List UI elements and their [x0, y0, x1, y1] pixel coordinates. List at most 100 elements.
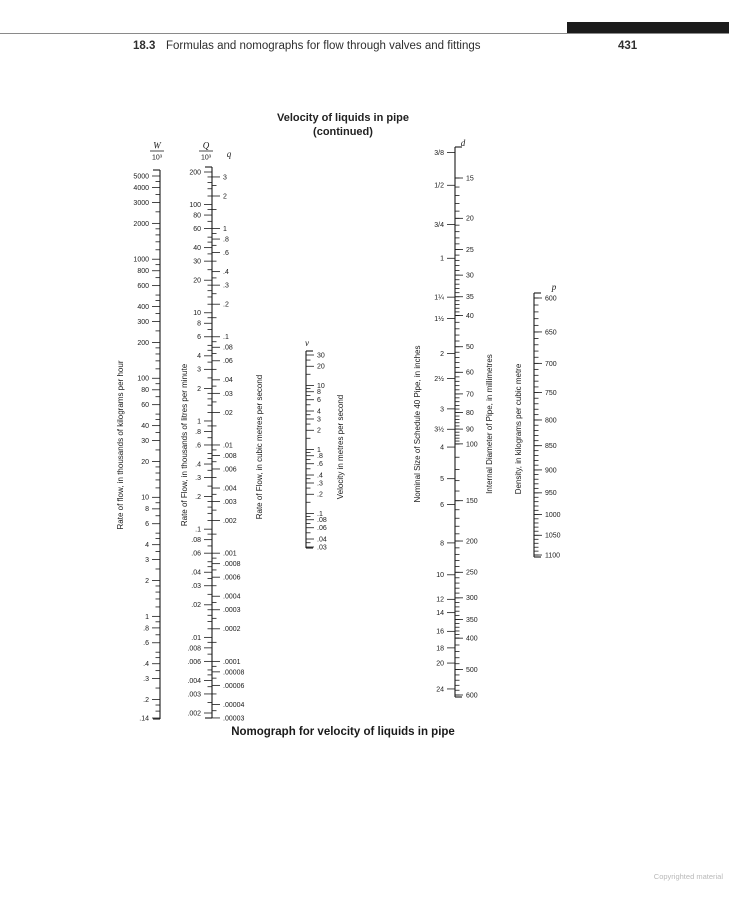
nominal-pipe-size-scale-label: 2½ — [434, 375, 444, 383]
mass-flow-rate-scale-label: 4000 — [133, 185, 149, 192]
velocity-scale-label: 8 — [317, 389, 321, 396]
volume-flow-litres-scale-label: .1 — [195, 527, 201, 534]
nominal-pipe-size-scale-label: 3/4 — [434, 222, 444, 229]
velocity-scale-label: .8 — [317, 453, 323, 460]
volume-flow-litres-scale-label: .6 — [195, 442, 201, 449]
page-number: 431 — [618, 40, 638, 52]
volume-flow-cubic-metres-scale-label: .00008 — [223, 669, 245, 676]
internal-diameter-scale-label: 40 — [466, 313, 474, 320]
nominal-pipe-size-scale-label: 8 — [440, 540, 444, 547]
internal-diameter-scale-label: 25 — [466, 247, 474, 254]
section-number: 18.3 — [133, 40, 156, 52]
volume-flow-litres-scale-label: 20 — [193, 278, 201, 285]
density-scale-label: 750 — [545, 390, 557, 397]
volume-flow-litres-scale-label: 60 — [193, 226, 201, 233]
volume-flow-cubic-metres-scale-label: .003 — [223, 499, 237, 506]
mass-flow-rate-scale-label: .4 — [143, 661, 149, 668]
volume-flow-cubic-metres-scale-label: .001 — [223, 551, 237, 558]
volume-flow-litres-scale-label: 8 — [197, 321, 201, 328]
volume-flow-cubic-metres-scale-label: .0008 — [223, 561, 241, 568]
volume-flow-litres-scale-label: .004 — [187, 678, 201, 685]
volume-flow-litres-scale-title: Rate of Flow, in thousands of litres per… — [180, 363, 189, 526]
internal-diameter-scale-label: 60 — [466, 370, 474, 377]
mass-flow-rate-scale-label: 100 — [137, 376, 149, 383]
volume-flow-cubic-metres-scale-label: .0003 — [223, 607, 241, 614]
volume-flow-cubic-metres-scale-label: 2 — [223, 193, 227, 200]
internal-diameter-scale-label: 350 — [466, 617, 478, 624]
volume-flow-cubic-metres-scale-label: .6 — [223, 250, 229, 257]
figure-caption: Nomograph for velocity of liquids in pip… — [231, 726, 455, 738]
density-scale-label: 850 — [545, 443, 557, 450]
volume-flow-litres-scale-label: .2 — [195, 494, 201, 501]
volume-flow-litres-scale-label: 30 — [193, 259, 201, 266]
internal-diameter-scale-label: 100 — [466, 441, 478, 448]
volume-flow-litres-scale-label: 200 — [189, 169, 201, 176]
volume-flow-cubic-metres-scale-label: .1 — [223, 334, 229, 341]
nominal-pipe-size-scale-label: 1/2 — [434, 183, 444, 190]
volume-flow-litres-scale-label: .006 — [187, 659, 201, 666]
figure-subtitle: (continued) — [313, 126, 373, 138]
internal-diameter-scale: 15 20 25 30 35 40 50 60 70 80 90 100 150 200 250 300 350… — [454, 138, 494, 699]
volume-flow-cubic-metres-scale-label: .08 — [223, 345, 233, 352]
volume-flow-litres-scale-label: 80 — [193, 212, 201, 219]
velocity-scale-label: 30 — [317, 352, 325, 359]
volume-flow-litres-scale-label: .3 — [195, 475, 201, 482]
volume-flow-litres-scale-label: 100 — [189, 202, 201, 209]
mass-flow-rate-scale-label: 20 — [141, 459, 149, 466]
internal-diameter-scale-label: 35 — [466, 294, 474, 301]
nominal-pipe-size-scale-label: 20 — [436, 660, 444, 667]
volume-flow-cubic-metres-scale-label: 3 — [223, 174, 227, 181]
nominal-pipe-size-scale-label: 16 — [436, 629, 444, 636]
nominal-pipe-size-scale: 3/8 1/2 3/4 1 1¼ 1½ 2 2½ 3 3½ 4 5 6 8 10 12 14 16 18 20 24 No… — [413, 150, 455, 693]
mass-flow-rate-scale-label: 6 — [145, 521, 149, 528]
mass-flow-rate-scale: 5000 4000 3000 2000 1000 800 600 400 300 200 100 80… — [116, 141, 164, 722]
internal-diameter-scale-label: 250 — [466, 570, 478, 577]
nominal-pipe-size-scale-label: 3½ — [434, 426, 444, 434]
nominal-pipe-size-scale-label: 3/8 — [434, 150, 444, 157]
header-rule — [0, 33, 729, 34]
density-scale-label: 1100 — [545, 552, 560, 559]
volume-flow-litres-scale-label: 6 — [197, 334, 201, 341]
internal-diameter-scale-label: 90 — [466, 427, 474, 434]
volume-flow-litres-scale-label: .4 — [195, 461, 201, 468]
volume-flow-cubic-metres-scale-title: Rate of Flow, in cubic metres per second — [255, 375, 264, 520]
volume-flow-cubic-metres-scale: 3 2 1 .8 .6 .4 .3 .2 .1 .08 .06 .04 .03 .02 .01 .008 .00… — [212, 149, 264, 722]
internal-diameter-scale-label: 300 — [466, 595, 478, 602]
velocity-scale-label: 2 — [317, 428, 321, 435]
internal-diameter-scale-label: 600 — [466, 692, 478, 699]
volume-flow-litres-scale-label: .8 — [195, 429, 201, 436]
volume-flow-litres-scale-label: .08 — [191, 537, 201, 544]
mass-flow-rate-scale-label: 200 — [137, 340, 149, 347]
volume-flow-cubic-metres-scale-label: .0001 — [223, 659, 241, 666]
velocity-scale-label: .4 — [317, 472, 323, 479]
mass-flow-rate-scale-label: 1 — [145, 614, 149, 621]
density-scale-symbol: p — [551, 282, 557, 292]
mass-flow-rate-scale-symbol: W — [153, 141, 162, 151]
volume-flow-cubic-metres-scale-label: .00003 — [223, 715, 245, 722]
density-scale-label: 650 — [545, 329, 557, 336]
internal-diameter-scale-title: Internal Diameter of Pipe, in millimetre… — [485, 354, 494, 494]
internal-diameter-scale-label: 80 — [466, 410, 474, 417]
volume-flow-cubic-metres-scale-symbol: q — [227, 149, 232, 159]
internal-diameter-scale-label: 15 — [466, 175, 474, 182]
nominal-pipe-size-scale-label: 1¼ — [434, 295, 444, 302]
density-scale-title: Density, in kilograms per cubic metre — [514, 363, 523, 494]
density-scale-label: 600 — [545, 295, 557, 302]
mass-flow-rate-scale-label: 1000 — [133, 257, 149, 264]
mass-flow-rate-scale-title: Rate of flow, in thousands of kilograms … — [116, 360, 125, 529]
volume-flow-cubic-metres-scale-label: .004 — [223, 485, 237, 492]
volume-flow-litres-scale-label: .02 — [191, 602, 201, 609]
nominal-pipe-size-scale-label: 5 — [440, 476, 444, 483]
volume-flow-litres-scale-label: 3 — [197, 367, 201, 374]
volume-flow-cubic-metres-scale-label: .01 — [223, 442, 233, 449]
mass-flow-rate-scale-label: 2 — [145, 578, 149, 585]
volume-flow-cubic-metres-scale-label: .00004 — [223, 702, 245, 709]
density-scale-label: 1050 — [545, 533, 561, 540]
volume-flow-cubic-metres-scale-label: .4 — [223, 269, 229, 276]
internal-diameter-scale-label: 30 — [466, 273, 474, 280]
volume-flow-cubic-metres-scale-label: .002 — [223, 518, 237, 525]
mass-flow-rate-scale-label: 10 — [141, 495, 149, 502]
nominal-pipe-size-scale-label: 18 — [436, 645, 444, 652]
density-scale: 600 650 700 750 800 850 900 950 1000 1050 1100 Dens… — [514, 282, 561, 559]
